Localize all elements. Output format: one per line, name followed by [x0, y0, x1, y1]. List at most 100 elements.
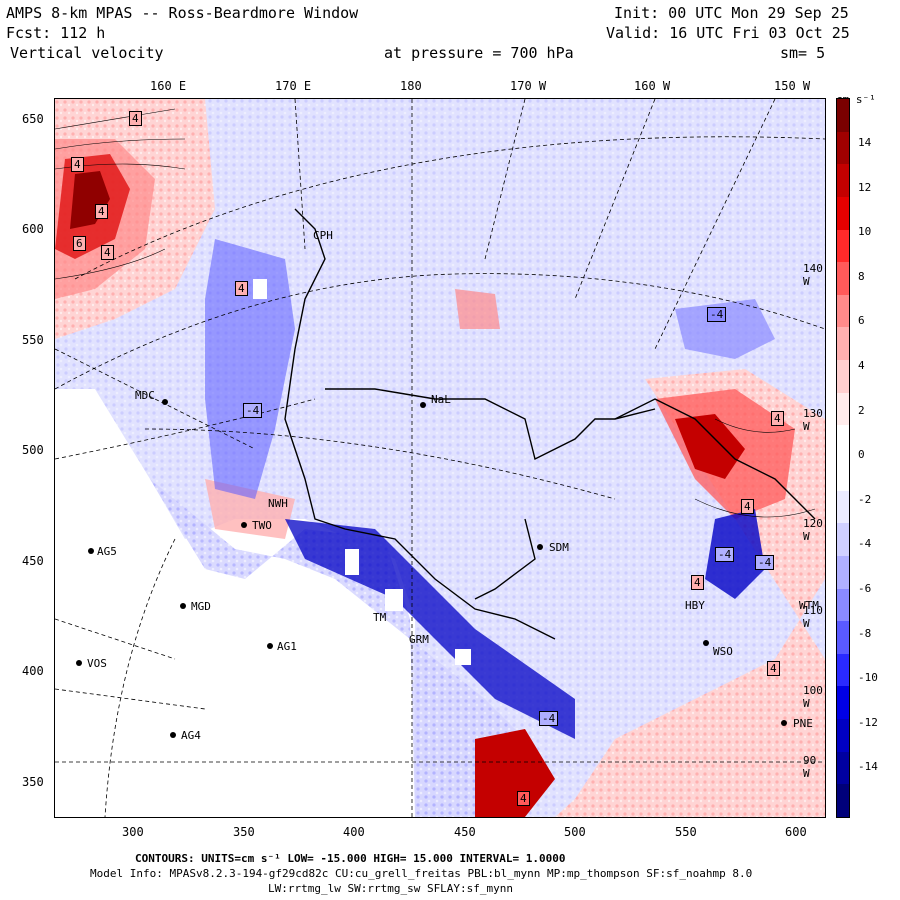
lon-label: 100 W [803, 684, 823, 710]
contour-label: -4 [707, 307, 727, 322]
contour-label: 4 [101, 245, 114, 260]
lon-label: 120 W [803, 517, 823, 543]
colorbar-segment [837, 523, 849, 557]
colorbar-segment [837, 621, 849, 655]
station-label: WSO [713, 645, 733, 658]
colorbar-tick-label: 10 [858, 225, 872, 239]
colorbar-segment [837, 164, 849, 198]
colorbar-tick-label: -8 [858, 626, 872, 640]
model-info: Model Info: MPASv8.2.3-194-gf29cd82c CU:… [90, 867, 753, 880]
colorbar-tick-label: 4 [858, 359, 865, 372]
station-dot [180, 603, 186, 609]
station-dot [170, 732, 176, 738]
colorbar-segment [837, 131, 849, 165]
colorbar-segment [837, 262, 849, 296]
station-label: MGD [191, 600, 211, 613]
colorbar-tick-label: -6 [858, 582, 872, 595]
init-time: Init: 00 UTC Mon 29 Sep 25 [614, 4, 849, 22]
station-dot [703, 640, 709, 646]
colorbar-tick-label: 8 [858, 269, 865, 283]
contour-label: -4 [539, 711, 559, 726]
product-title: AMPS 8-km MPAS -- Ross-Beardmore Window [6, 4, 359, 22]
forecast-hour: Fcst: 112 h [6, 24, 106, 42]
colorbar-tick-label: 0 [858, 448, 865, 462]
contour-label: 4 [517, 791, 530, 806]
left-axis-label: 500 [22, 443, 44, 457]
colorbar-tick-label: -12 [858, 715, 878, 729]
station-label: HBY [685, 599, 705, 612]
contour-label: 4 [767, 661, 780, 676]
pressure-level: at pressure = 700 hPa [384, 44, 574, 62]
station-label: AG1 [277, 640, 297, 653]
colorbar-segment [837, 99, 849, 133]
bottom-axis-label: 600 [785, 825, 807, 839]
contour-label: -4 [755, 555, 775, 570]
lon-label: 110 W [803, 604, 823, 630]
station-label: AG5 [97, 545, 117, 558]
station-label: VOS [87, 657, 107, 670]
colorbar-tick-label: 2 [858, 403, 865, 417]
colorbar-segment [837, 784, 849, 818]
left-axis-label: 450 [22, 554, 44, 568]
left-axis-label: 400 [22, 664, 44, 678]
lon-label: 90 W [803, 754, 817, 780]
left-axis-label: 600 [22, 222, 44, 236]
station-dot [537, 544, 543, 550]
colorbar-tick-label: 14 [858, 136, 872, 149]
station-dot [781, 720, 787, 726]
colorbar-segment [837, 229, 849, 263]
contour-label: 4 [71, 157, 84, 172]
contour-label: 4 [129, 111, 142, 126]
contour-info: CONTOURS: UNITS=cm s⁻¹ LOW= -15.000 HIGH… [135, 852, 566, 865]
station-label: TM [373, 611, 387, 624]
model-info-2: LW:rrtmg_lw SW:rrtmg_sw SFLAY:sf_mynn [268, 882, 514, 895]
station-label: SDM [549, 541, 569, 554]
valid-time: Valid: 16 UTC Fri 03 Oct 25 [606, 24, 850, 42]
station-dot [420, 402, 426, 408]
top-axis-label: 170 W [510, 79, 547, 93]
station-label: AG4 [181, 729, 201, 742]
station-label: TWO [252, 519, 272, 532]
lon-label: 140 W [803, 262, 823, 288]
contour-label: 4 [235, 281, 248, 296]
station-label: PNE [793, 717, 813, 730]
bottom-axis-label: 500 [564, 825, 586, 839]
station-label: GRM [409, 633, 429, 646]
vertical-velocity-map [55, 99, 825, 817]
station-dot [76, 660, 82, 666]
colorbar-segment [837, 490, 849, 524]
colorbar-segment [837, 751, 849, 785]
colorbar-segment [837, 425, 849, 459]
colorbar-segment [837, 360, 849, 394]
colorbar-segment [837, 588, 849, 622]
top-axis-label: 160 W [634, 79, 671, 93]
station-label: NaL [431, 393, 451, 406]
colorbar-segment [837, 196, 849, 231]
station-dot [88, 548, 94, 554]
smoothing: sm= 5 [780, 44, 826, 62]
colorbar-tick-label: -10 [858, 671, 878, 685]
station-label: WTM [799, 599, 819, 612]
left-axis-label: 650 [22, 112, 44, 126]
colorbar-segment [837, 458, 849, 492]
bottom-axis-label: 450 [454, 825, 476, 839]
station-label: NWH [268, 497, 288, 510]
lon-label: 130 W [803, 407, 823, 433]
top-axis-label: 150 W [774, 79, 811, 93]
top-axis-label: 160 E [150, 79, 187, 93]
colorbar-segment [837, 327, 849, 361]
contour-label: 6 [73, 236, 86, 251]
top-axis-label: 170 E [275, 79, 312, 93]
colorbar-tick-label: -2 [858, 492, 872, 506]
station-label: MDC [135, 389, 155, 402]
contour-label: 4 [741, 499, 754, 514]
map-panel: 4 4 4 6 4 -4 -4 4 4 4 4 -4 4 -4 4 -4 CPH… [54, 98, 826, 818]
colorbar-tick-label: -4 [858, 537, 872, 551]
station-dot [267, 643, 273, 649]
colorbar-segment [837, 719, 849, 753]
colorbar-segment [837, 294, 849, 328]
colorbar-tick-label: -14 [858, 760, 878, 774]
field-name: Vertical velocity [10, 44, 164, 62]
bottom-axis-label: 300 [122, 825, 144, 839]
bottom-axis-label: 550 [675, 825, 697, 839]
